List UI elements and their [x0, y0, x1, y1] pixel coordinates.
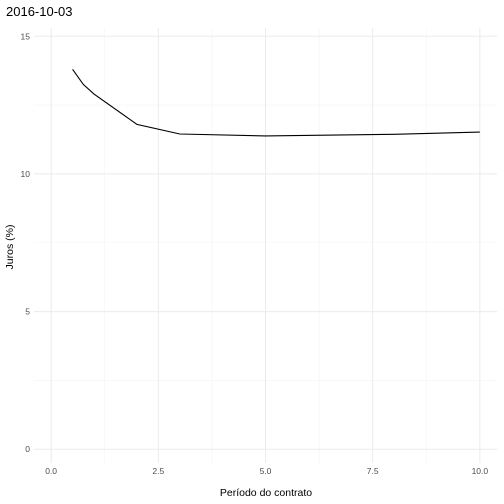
- y-axis-label: Juros (%): [4, 225, 16, 270]
- x-tick-label: 2.5: [152, 466, 164, 476]
- x-axis-label: Período do contrato: [220, 487, 312, 499]
- y-tick-label: 0: [25, 444, 30, 454]
- x-axis-ticks: 0.0 2.5 5.0 7.5 10.0: [45, 466, 488, 476]
- y-axis-ticks: 0 5 10 15: [21, 31, 31, 454]
- x-tick-label: 0.0: [45, 466, 57, 476]
- chart-title: 2016-10-03: [6, 4, 73, 19]
- y-tick-label: 5: [25, 307, 30, 317]
- y-tick-label: 10: [21, 169, 31, 179]
- x-tick-label: 10.0: [472, 466, 489, 476]
- x-tick-label: 5.0: [260, 466, 272, 476]
- y-tick-label: 15: [21, 31, 31, 41]
- series-line: [72, 68, 480, 137]
- series-group: [72, 68, 480, 137]
- x-tick-label: 7.5: [367, 466, 379, 476]
- major-gridlines: [34, 28, 497, 463]
